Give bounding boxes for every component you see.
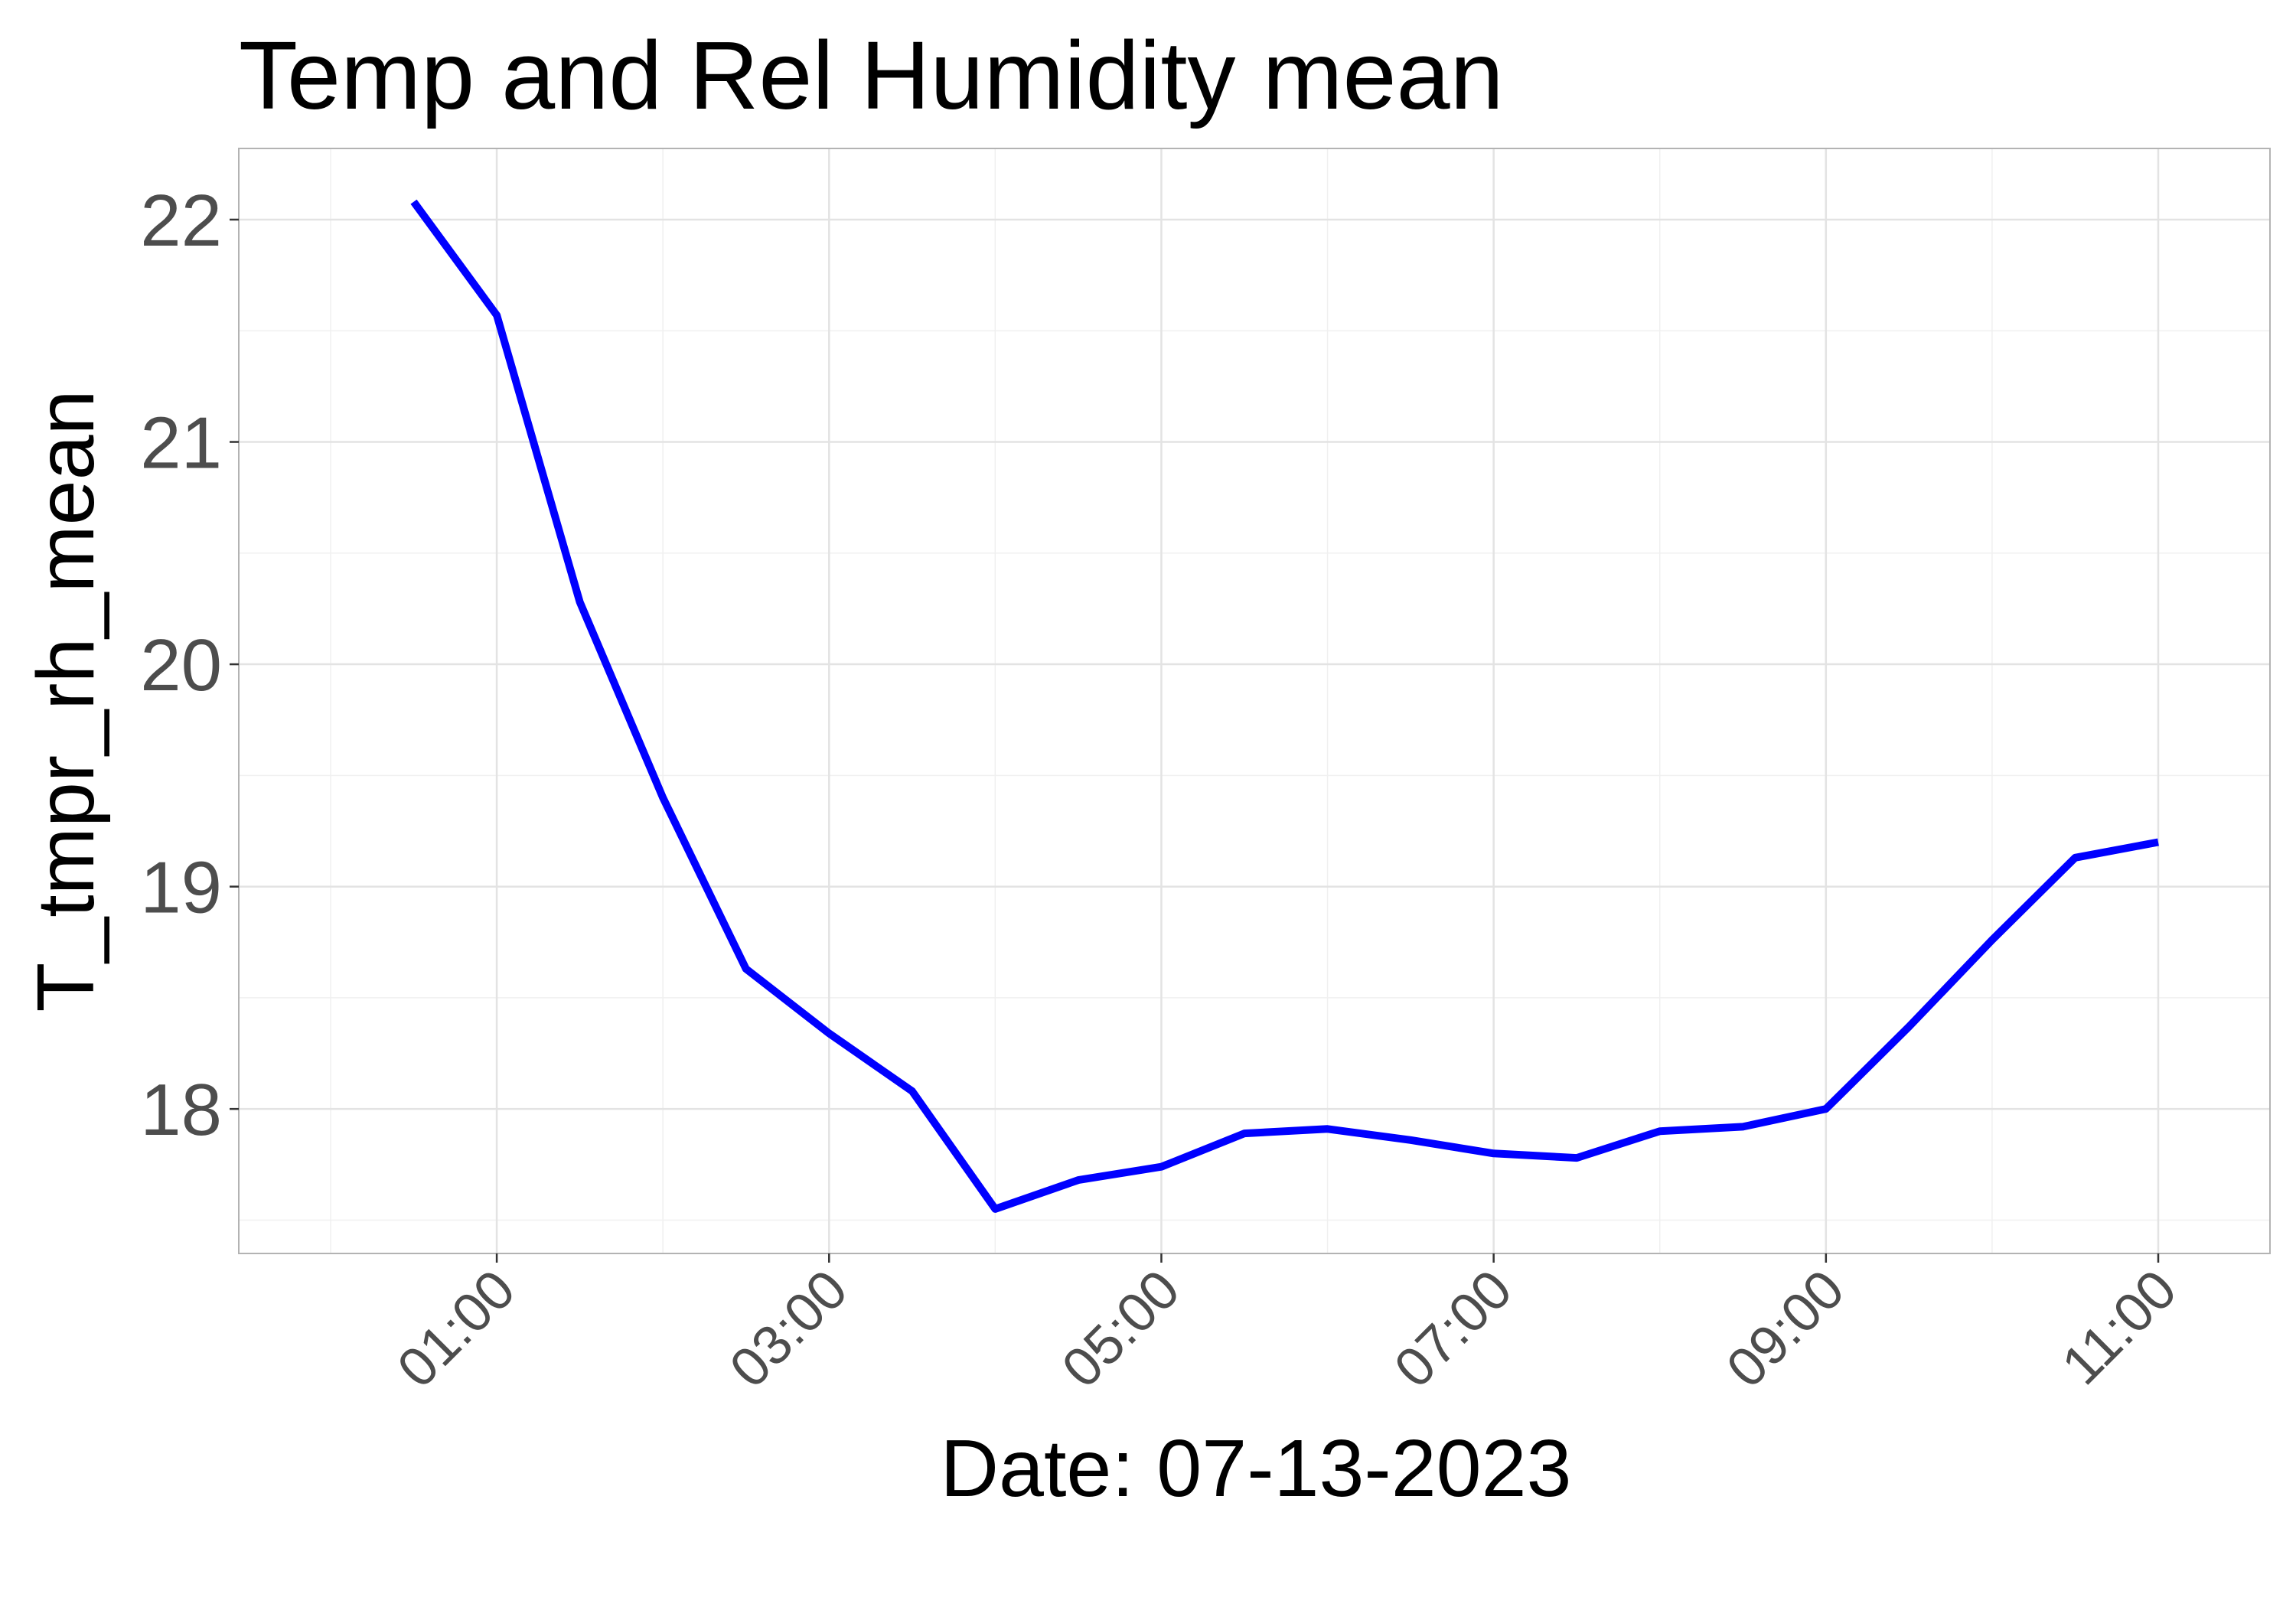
y-axis: 18 19 20 21 22 bbox=[140, 180, 239, 1151]
grid bbox=[239, 148, 2270, 1253]
series-line bbox=[410, 199, 2159, 1213]
x-tick-label: 11:00 bbox=[2050, 1259, 2188, 1397]
y-axis-title: T_tmpr_rh_mean bbox=[21, 390, 111, 1012]
x-tick-label: 01:00 bbox=[386, 1259, 527, 1400]
x-tick-label: 05:00 bbox=[1051, 1259, 1192, 1400]
plot-border bbox=[238, 148, 2271, 1254]
x-tick-label: 07:00 bbox=[1383, 1259, 1524, 1400]
y-tick-label: 19 bbox=[140, 847, 222, 929]
x-axis: 01:00 03:00 05:00 07:00 09:00 11:00 bbox=[386, 1253, 2188, 1400]
y-tick-label: 22 bbox=[140, 180, 222, 262]
x-tick-label: 09:00 bbox=[1715, 1259, 1856, 1400]
x-axis-title: Date: 07-13-2023 bbox=[940, 1423, 1571, 1514]
chart-title: Temp and Rel Humidity mean bbox=[239, 21, 1504, 129]
y-tick-label: 21 bbox=[140, 403, 222, 484]
x-tick-label: 03:00 bbox=[719, 1259, 859, 1400]
series-layer bbox=[410, 199, 2159, 1213]
y-tick-label: 18 bbox=[140, 1069, 222, 1151]
y-tick-label: 20 bbox=[140, 624, 222, 706]
